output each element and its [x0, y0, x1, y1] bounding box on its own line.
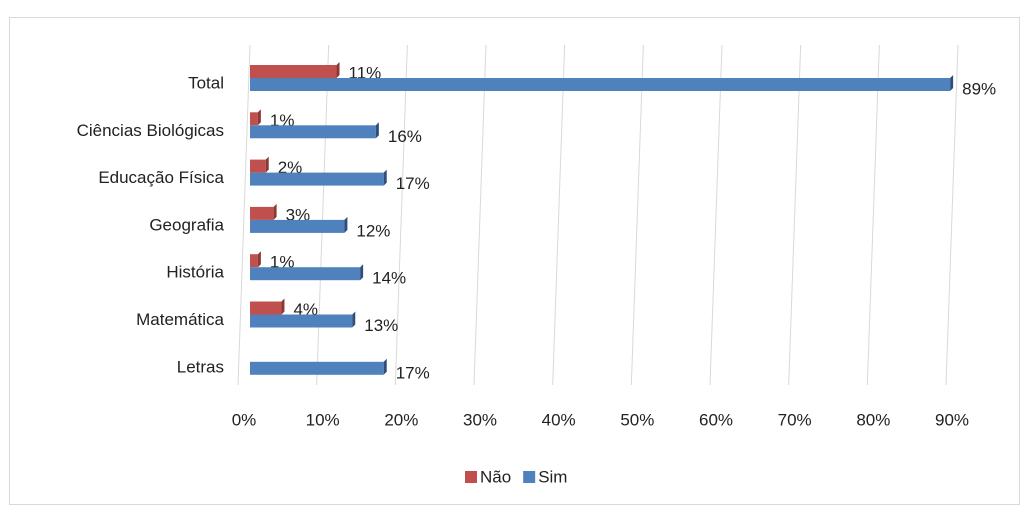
- bar-side: [281, 298, 285, 315]
- data-label: 12%: [356, 221, 390, 240]
- data-label: 2%: [278, 158, 303, 177]
- y-tick-label: Ciências Biológicas: [77, 121, 224, 140]
- data-label: 89%: [962, 79, 996, 98]
- bar-side: [336, 62, 340, 78]
- bar-side: [383, 169, 387, 186]
- data-label: 11%: [349, 63, 382, 82]
- bar-side: [257, 109, 261, 126]
- y-tick-label: História: [166, 263, 224, 282]
- x-tick-label: 0%: [232, 410, 257, 429]
- y-tick-label: Matemática: [136, 310, 224, 329]
- bar-side: [344, 216, 348, 233]
- grid-line: [394, 44, 408, 386]
- grid-line: [709, 44, 723, 386]
- x-tick-label: 60%: [699, 410, 733, 429]
- y-tick-label: Letras: [177, 357, 224, 376]
- grid-line: [237, 44, 251, 386]
- x-tick-label: 20%: [384, 410, 418, 429]
- grid-line: [473, 44, 487, 386]
- data-label: 3%: [286, 205, 311, 224]
- legend-label: Sim: [538, 467, 567, 486]
- data-label: 17%: [396, 363, 430, 382]
- bar-side: [257, 251, 261, 268]
- data-label: 1%: [270, 253, 295, 272]
- data-label: 1%: [270, 111, 295, 130]
- bar-side: [375, 122, 379, 139]
- bar: [250, 112, 258, 126]
- grid-line: [945, 44, 959, 386]
- grid-line: [552, 44, 566, 386]
- grid-line: [630, 44, 644, 386]
- grid-line: [866, 44, 880, 386]
- bar-side: [950, 75, 954, 91]
- bar-side: [352, 311, 356, 328]
- data-label: 16%: [388, 127, 422, 146]
- x-tick-label: 30%: [463, 410, 497, 429]
- data-label: 4%: [293, 300, 318, 319]
- x-tick-label: 80%: [856, 410, 890, 429]
- legend-label: Não: [480, 467, 511, 486]
- bar: [250, 314, 353, 328]
- bar-side: [273, 203, 277, 220]
- data-label: 17%: [396, 174, 430, 193]
- chart-border: [9, 17, 1020, 505]
- bar: [250, 172, 384, 186]
- x-tick-label: 70%: [778, 410, 812, 429]
- x-tick-label: 50%: [620, 410, 654, 429]
- bar: [250, 267, 361, 281]
- bar: [250, 254, 258, 268]
- bar: [250, 206, 274, 220]
- bar: [250, 78, 951, 91]
- bar-side: [360, 264, 364, 281]
- x-tick-label: 10%: [306, 410, 340, 429]
- grid-line: [316, 44, 330, 386]
- bar-side: [383, 358, 387, 375]
- bar: [250, 125, 376, 139]
- x-tick-label: 40%: [542, 410, 576, 429]
- data-label: 13%: [364, 316, 398, 335]
- y-tick-label: Geografia: [149, 215, 224, 234]
- data-label: 14%: [372, 269, 406, 288]
- bar: [250, 159, 266, 173]
- bar: [250, 219, 345, 233]
- bar: [250, 361, 384, 375]
- legend-swatch: [465, 471, 477, 483]
- legend-swatch: [523, 471, 536, 483]
- x-tick-label: 90%: [935, 410, 969, 429]
- y-tick-label: Educação Física: [98, 168, 224, 187]
- bar: [250, 65, 337, 78]
- bar-side: [265, 156, 269, 173]
- y-tick-label: Total: [188, 73, 224, 92]
- bar: [250, 301, 282, 315]
- grid-line: [788, 44, 802, 386]
